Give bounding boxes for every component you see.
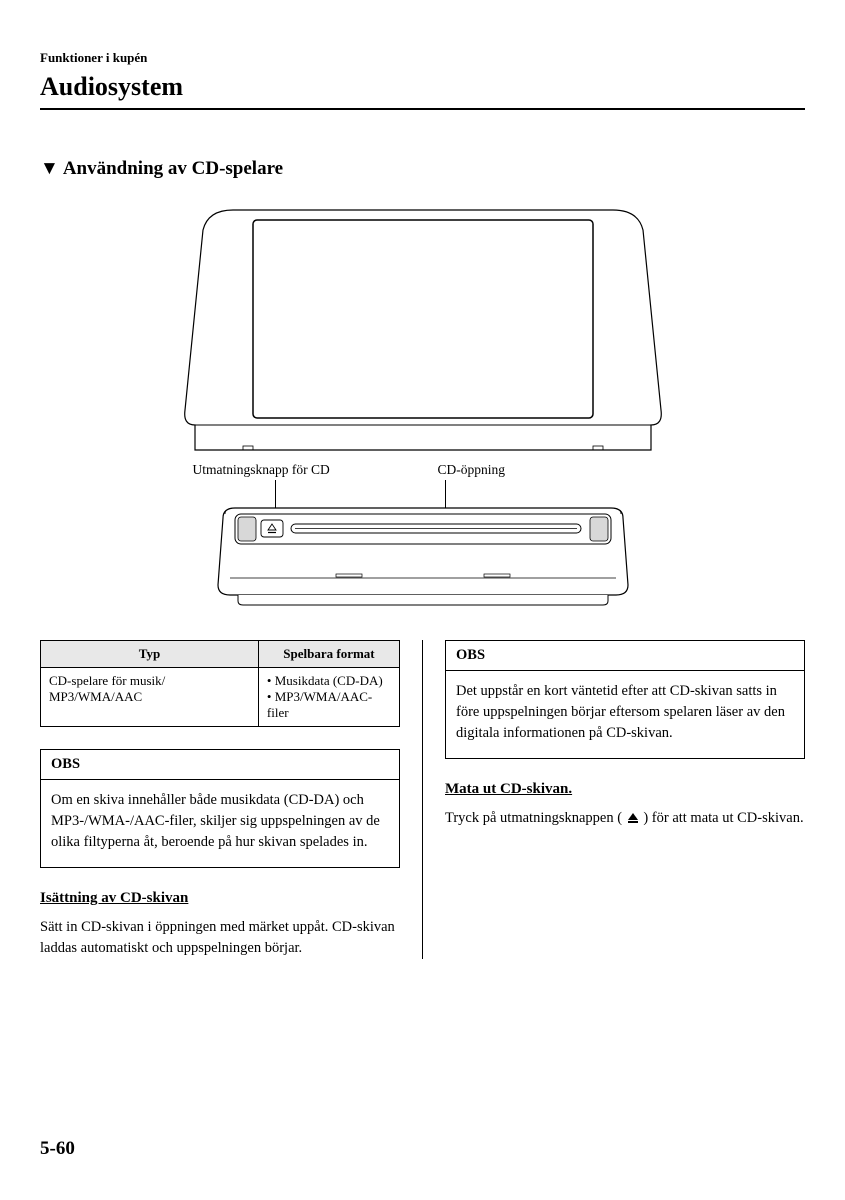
cd-slot-label: CD-öppning: [438, 462, 506, 478]
eject-icon: [627, 813, 639, 825]
display-unit-illustration: [183, 200, 663, 460]
obs-box-right: OBS Det uppstår en kort väntetid efter a…: [445, 640, 805, 759]
diagram-container: Utmatningsknapp för CD CD-öppning: [43, 200, 803, 610]
obs-box-left: OBS Om en skiva innehåller både musikdat…: [40, 749, 400, 868]
obs-title-right: OBS: [446, 641, 804, 671]
page-number: 5-60: [40, 1138, 75, 1160]
eject-body: Tryck på utmatningsknappen ( ) för att m…: [445, 808, 805, 829]
obs-body-right: Det uppstår en kort väntetid efter att C…: [446, 671, 804, 758]
two-column-layout: Typ Spelbara format CD-spelare för musik…: [40, 640, 805, 959]
obs-title-left: OBS: [41, 750, 399, 780]
eject-body-after: ) för att mata ut CD-skivan.: [643, 810, 803, 826]
section-title: Användning av CD-spelare: [40, 158, 805, 180]
column-divider: [422, 640, 423, 959]
eject-body-before: Tryck på utmatningsknappen (: [445, 810, 622, 826]
obs-body-left: Om en skiva innehåller både musikdata (C…: [41, 780, 399, 867]
page-title: Audiosystem: [40, 72, 805, 110]
table-cell-type: CD-spelare för musik/ MP3/WMA/AAC: [41, 668, 259, 727]
table-cell-format: • Musikdata (CD-DA) • MP3/WMA/AAC-filer: [258, 668, 399, 727]
table-header-format: Spelbara format: [258, 641, 399, 668]
left-column: Typ Spelbara format CD-spelare för musik…: [40, 640, 400, 959]
insert-heading: Isättning av CD-skivan: [40, 890, 400, 907]
cd-unit-illustration: [183, 500, 663, 610]
table-row: CD-spelare för musik/ MP3/WMA/AAC • Musi…: [41, 668, 400, 727]
eject-heading: Mata ut CD-skivan.: [445, 781, 805, 798]
callout-labels: Utmatningsknapp för CD CD-öppning: [183, 460, 663, 500]
eject-button-label: Utmatningsknapp för CD: [193, 462, 330, 478]
right-column: OBS Det uppstår en kort väntetid efter a…: [445, 640, 805, 959]
table-header-type: Typ: [41, 641, 259, 668]
insert-body: Sätt in CD-skivan i öppningen med märket…: [40, 917, 400, 959]
breadcrumb: Funktioner i kupén: [40, 50, 805, 66]
format-table: Typ Spelbara format CD-spelare för musik…: [40, 640, 400, 727]
